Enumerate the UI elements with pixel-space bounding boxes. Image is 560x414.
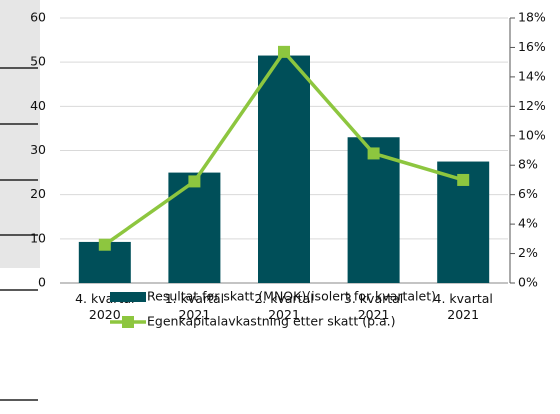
legend-swatch — [110, 292, 146, 302]
y2-tick-label: 0% — [518, 275, 538, 290]
y-tick-label: 40 — [30, 98, 46, 113]
y2-tick-label: 16% — [518, 39, 546, 54]
y-tick-label: 50 — [30, 54, 46, 69]
y2-tick-label: 18% — [518, 10, 546, 25]
legend-label: Egenkapitalavkastning etter skatt (p.a.) — [147, 314, 396, 329]
legend-marker — [122, 316, 134, 328]
x-tick-label: 2. kvartal 2021 — [254, 291, 313, 322]
marker — [98, 238, 111, 251]
y2-tick-label: 10% — [518, 127, 546, 142]
y-tick-label: 60 — [30, 10, 46, 25]
side-rules — [0, 67, 38, 401]
x-tick-label: 3. kvartal 2021 — [344, 291, 403, 322]
marker — [278, 45, 290, 58]
marker — [457, 173, 470, 186]
bar — [258, 55, 310, 283]
y2-tick-label: 2% — [518, 245, 538, 260]
x-tick-label: 1. kvartal 2021 — [165, 291, 224, 322]
bar — [168, 172, 221, 283]
y-tick-label: 20 — [30, 186, 46, 201]
legend-label: Resultat før skatt (MNOK)(isolert for kv… — [147, 289, 436, 304]
y2-tick-label: 8% — [518, 157, 538, 172]
y-tick-label: 30 — [30, 142, 46, 157]
y2-tick-label: 12% — [518, 98, 546, 113]
y2-tick-label: 6% — [518, 186, 538, 201]
y-tick-label: 10 — [30, 230, 46, 245]
marker — [367, 147, 380, 160]
x-tick-label: 4. kvartal 2021 — [434, 291, 493, 322]
y2-tick-label: 14% — [518, 68, 546, 83]
marker — [188, 175, 201, 188]
bar — [347, 137, 400, 283]
y2-tick-label: 4% — [518, 216, 538, 231]
y-tick-label: 0 — [38, 275, 46, 290]
side-panel — [0, 0, 40, 268]
